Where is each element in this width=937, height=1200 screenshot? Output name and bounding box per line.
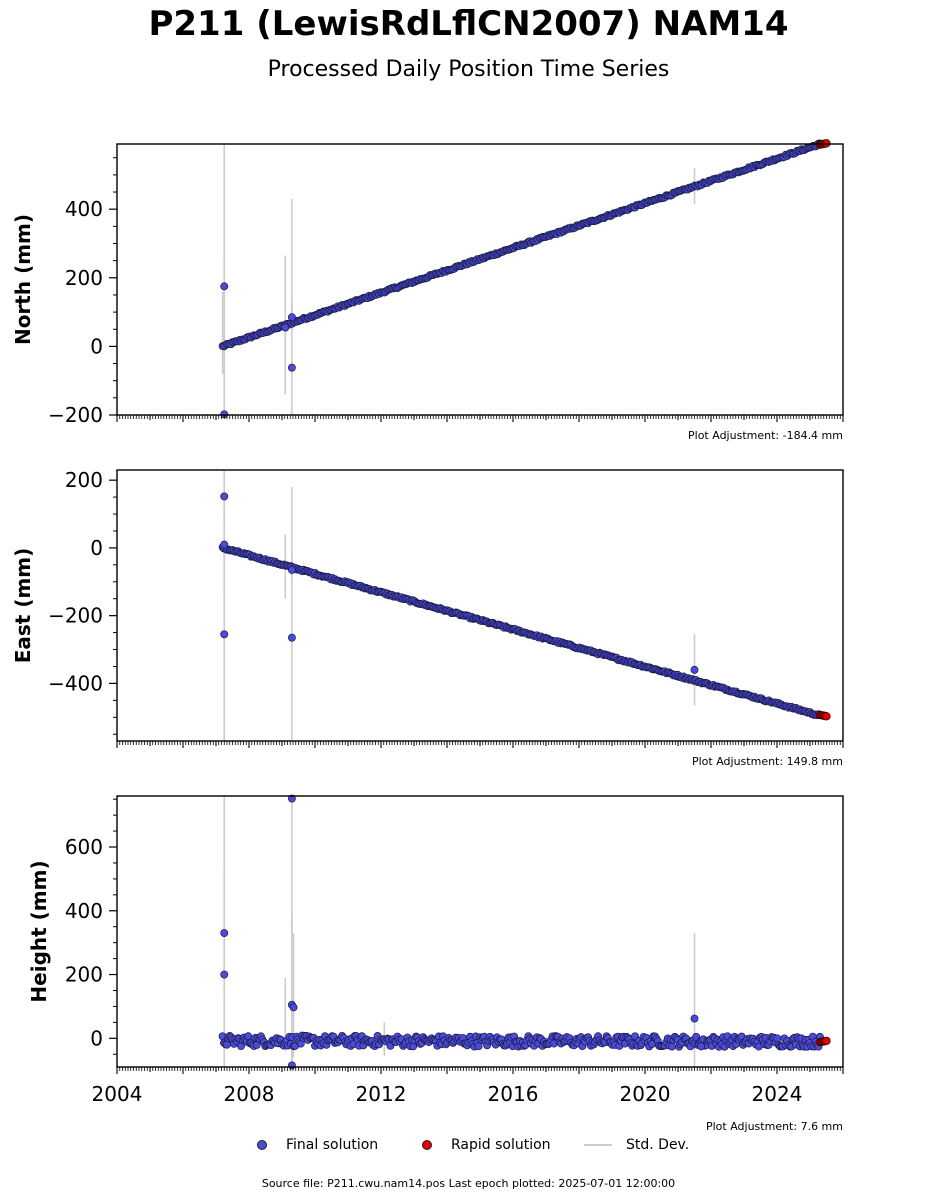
legend-rapid-label: Rapid solution — [451, 1137, 551, 1153]
page-title: P211 (LewisRdLflCN2007) NAM14 — [148, 4, 789, 44]
x-tick-label: 2020 — [620, 1082, 671, 1106]
legend: Final solution Rapid solution Std. Dev. — [0, 1137, 937, 1157]
final-solution-outlier — [220, 970, 229, 979]
plot-adjustment-note: Plot Adjustment: 149.8 mm — [692, 755, 843, 768]
y-tick-label: −400 — [48, 671, 103, 695]
page-subtitle: Processed Daily Position Time Series — [267, 57, 670, 82]
final-solution-outlier — [220, 540, 229, 549]
final-solution-outlier — [287, 363, 296, 372]
legend-item-final: Final solution — [257, 1137, 378, 1153]
x-tick-label: 2012 — [356, 1082, 407, 1106]
legend-item-rapid: Rapid solution — [422, 1137, 551, 1153]
final-solution-outlier — [220, 282, 229, 291]
y-tick-label: 200 — [65, 468, 103, 492]
final-solution-point — [773, 1034, 782, 1043]
final-solution-outlier — [690, 1014, 699, 1023]
y-axis-label: North (mm) — [11, 214, 35, 345]
final-solution-outlier — [281, 323, 290, 332]
final-solution-outlier — [287, 633, 296, 642]
final-solution-outlier — [287, 1061, 296, 1070]
y-tick-label: 0 — [90, 536, 103, 560]
final-solution-point — [474, 1042, 483, 1051]
source-footer: Source file: P211.cwu.nam14.pos Last epo… — [261, 1177, 676, 1190]
final-solution-outlier — [220, 630, 229, 639]
y-tick-label: 0 — [90, 1026, 103, 1050]
legend-stddev-label: Std. Dev. — [626, 1137, 690, 1153]
final-solution-outlier — [697, 1042, 706, 1051]
x-tick-label: 2024 — [752, 1082, 803, 1106]
final-solution-outlier — [287, 794, 296, 803]
legend-final-marker — [257, 1140, 267, 1150]
legend-item-stddev: Std. Dev. — [584, 1137, 689, 1153]
legend-rapid-marker — [422, 1140, 432, 1150]
x-tick-label: 2004 — [92, 1082, 143, 1106]
y-tick-label: 600 — [65, 835, 103, 859]
final-solution-point — [668, 1042, 676, 1051]
legend-stddev-marker — [584, 1144, 612, 1146]
y-tick-label: −200 — [48, 604, 103, 628]
final-solution-point — [244, 1032, 253, 1041]
final-solution-outlier — [289, 1003, 298, 1012]
x-tick-label: 2016 — [488, 1082, 539, 1106]
final-solution-outlier — [287, 565, 296, 574]
final-solution-outlier — [690, 665, 699, 674]
rapid-solution-point — [822, 1036, 831, 1046]
plot-adjustment-note: Plot Adjustment: -184.4 mm — [688, 429, 843, 442]
final-solution-outlier — [287, 313, 296, 322]
final-solution-outlier — [220, 929, 229, 938]
rapid-solution-point — [822, 712, 831, 721]
y-tick-label: −200 — [48, 403, 103, 427]
plot-adjustment-note: Plot Adjustment: 7.6 mm — [706, 1120, 843, 1133]
final-solution-outlier — [220, 492, 229, 501]
y-axis-label: East (mm) — [11, 548, 35, 664]
y-tick-label: 400 — [65, 899, 103, 923]
y-axis-label: Height (mm) — [27, 860, 51, 1002]
panel-frame — [116, 143, 844, 416]
y-tick-label: 200 — [65, 963, 103, 987]
legend-final-label: Final solution — [286, 1137, 379, 1153]
y-tick-label: 200 — [65, 266, 103, 290]
y-tick-label: 400 — [65, 197, 103, 221]
y-tick-label: 0 — [90, 334, 103, 358]
x-tick-label: 2008 — [224, 1082, 275, 1106]
final-solution-point — [222, 1040, 231, 1049]
panel-frame — [116, 469, 844, 742]
